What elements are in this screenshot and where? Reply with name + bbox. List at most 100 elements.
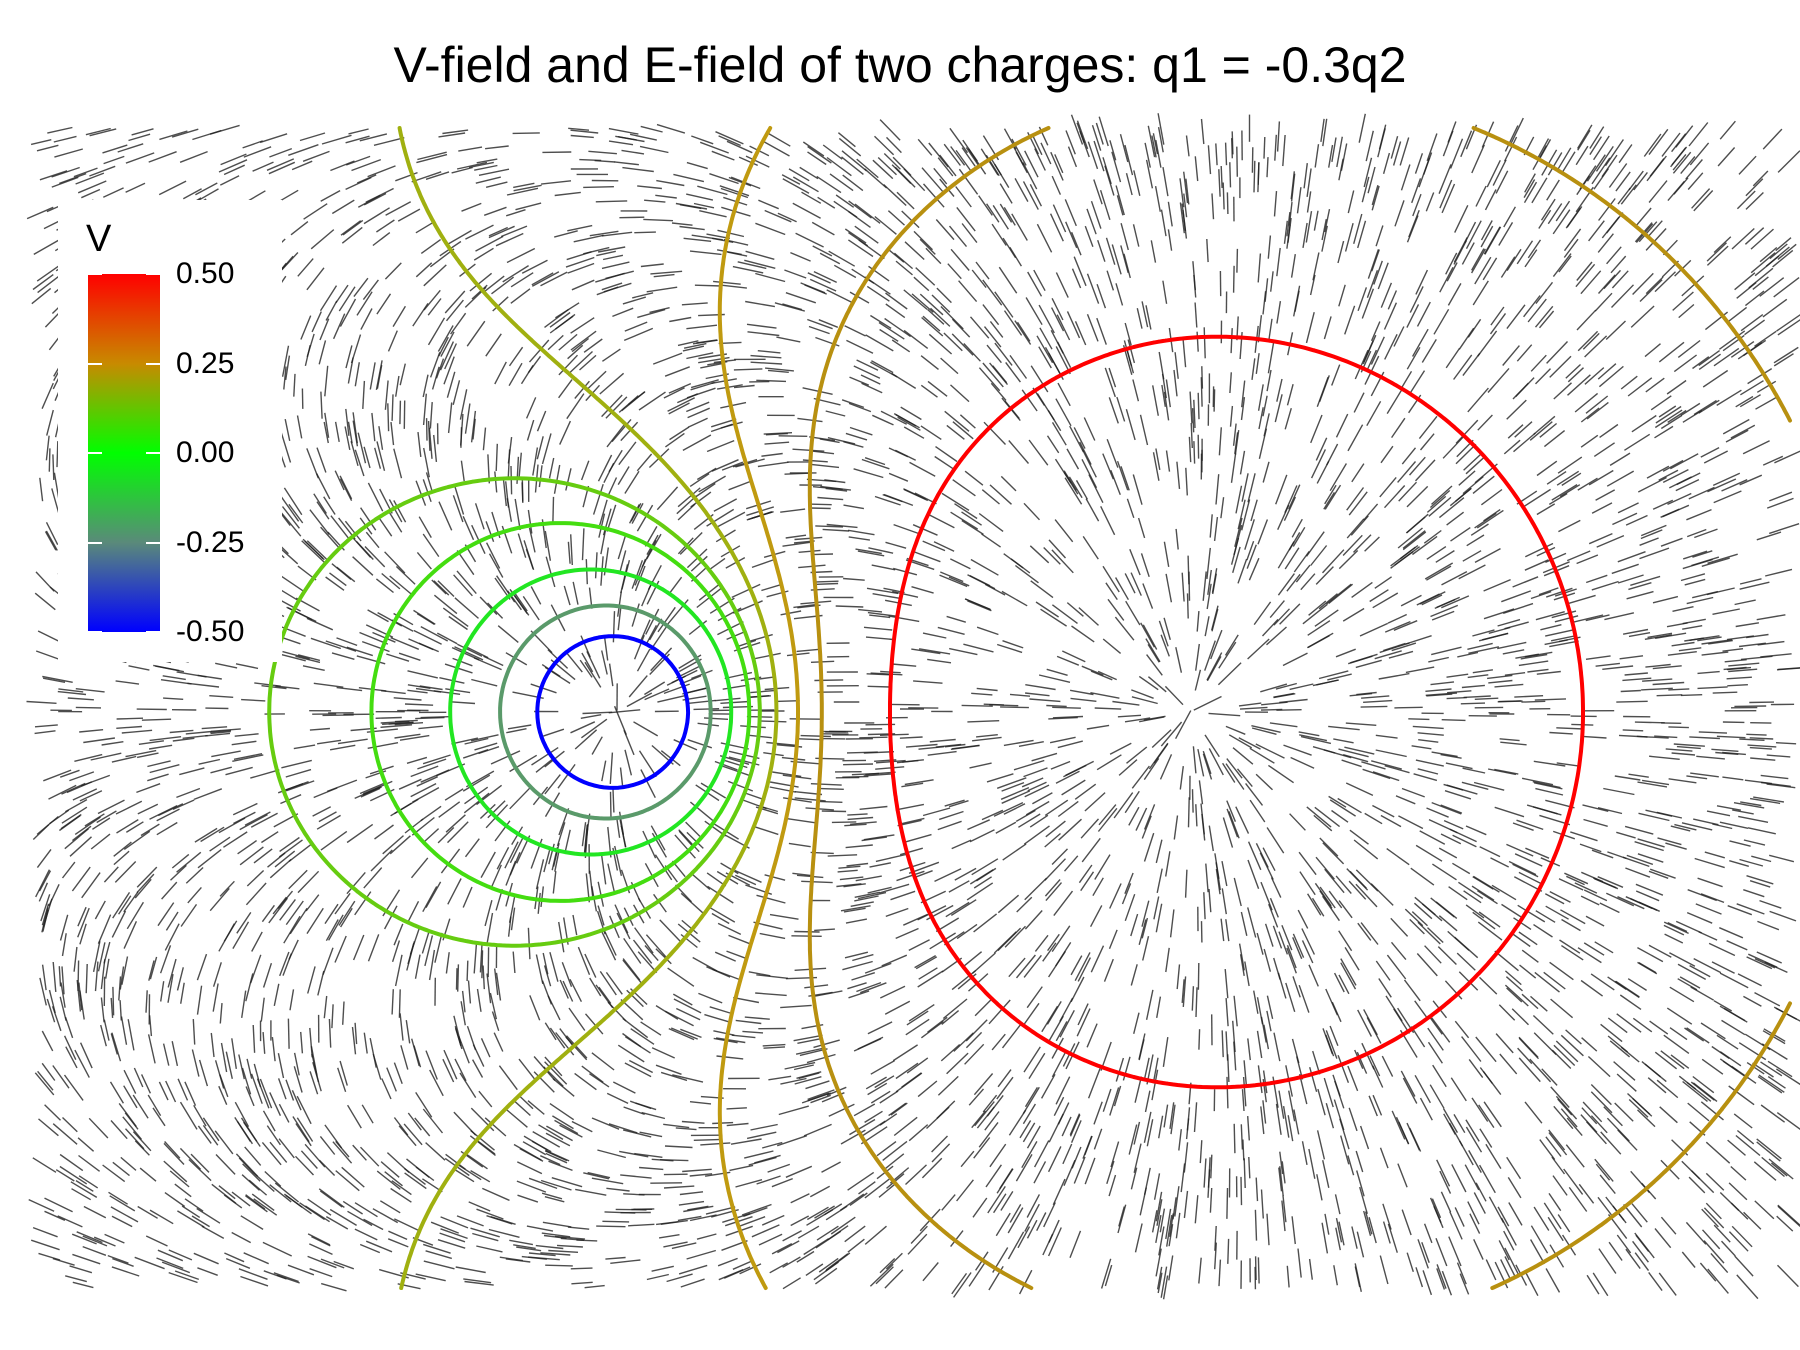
e-field-segment bbox=[1746, 1062, 1765, 1075]
e-field-segment bbox=[1667, 651, 1697, 656]
e-field-segment bbox=[1502, 345, 1520, 366]
e-field-segment bbox=[417, 151, 447, 161]
e-field-segment bbox=[650, 623, 669, 651]
e-field-segment bbox=[63, 1035, 77, 1060]
e-field-segment bbox=[682, 1168, 712, 1173]
e-field-segment bbox=[903, 168, 926, 192]
e-field-segment bbox=[1402, 530, 1426, 549]
e-field-segment bbox=[535, 954, 544, 985]
e-field-segment bbox=[1433, 1205, 1444, 1229]
e-field-segment bbox=[806, 1053, 836, 1064]
e-field-segment bbox=[1009, 693, 1031, 697]
e-field-segment bbox=[1557, 1098, 1573, 1116]
e-field-segment bbox=[240, 1215, 264, 1230]
e-field-segment bbox=[1364, 536, 1380, 552]
e-field-segment bbox=[278, 1138, 295, 1159]
e-field-segment bbox=[901, 210, 920, 229]
e-field-segment bbox=[1129, 548, 1141, 576]
e-field-segment bbox=[601, 394, 623, 418]
e-field-segment bbox=[506, 1109, 528, 1128]
e-field-segment bbox=[1697, 636, 1722, 642]
e-field-segment bbox=[1632, 272, 1654, 295]
e-field-segment bbox=[1206, 583, 1212, 610]
e-field-segment bbox=[891, 339, 911, 353]
e-field-segment bbox=[1182, 209, 1188, 239]
e-field-segment bbox=[300, 1150, 318, 1169]
e-field-segment bbox=[1545, 629, 1574, 637]
e-field-segment bbox=[331, 1004, 334, 1029]
e-field-segment bbox=[1236, 768, 1253, 788]
e-field-segment bbox=[849, 291, 870, 304]
e-field-segment bbox=[905, 743, 938, 748]
e-field-segment bbox=[1093, 179, 1103, 205]
e-field-segment bbox=[485, 521, 495, 543]
e-field-segment bbox=[1015, 1154, 1033, 1182]
e-field-segment bbox=[1232, 265, 1235, 293]
e-field-segment bbox=[1323, 492, 1335, 510]
e-field-segment bbox=[714, 697, 741, 702]
e-field-segment bbox=[1203, 327, 1206, 359]
e-field-segment bbox=[1048, 539, 1067, 559]
e-field-segment bbox=[1490, 857, 1510, 868]
e-field-segment bbox=[1193, 274, 1197, 298]
e-field-segment bbox=[1024, 1087, 1038, 1108]
e-field-segment bbox=[1063, 855, 1079, 872]
e-field-segment bbox=[59, 769, 80, 778]
e-field-segment bbox=[320, 830, 348, 851]
e-field-segment bbox=[818, 319, 839, 328]
e-field-segment bbox=[1730, 1202, 1749, 1220]
e-field-segment bbox=[879, 328, 899, 342]
e-field-segment bbox=[1044, 346, 1061, 374]
e-field-segment bbox=[1488, 1196, 1505, 1223]
e-field-segment bbox=[717, 1257, 738, 1267]
e-field-segment bbox=[103, 1019, 110, 1041]
e-field-segment bbox=[1008, 440, 1030, 464]
e-field-segment bbox=[1655, 405, 1682, 424]
e-field-segment bbox=[986, 344, 1002, 364]
e-field-segment bbox=[1375, 960, 1391, 981]
e-field-segment bbox=[81, 872, 101, 899]
e-field-segment bbox=[1713, 1224, 1731, 1243]
e-field-segment bbox=[313, 493, 327, 514]
e-field-segment bbox=[1183, 1142, 1189, 1173]
e-field-segment bbox=[595, 984, 614, 1009]
e-field-segment bbox=[1180, 1163, 1186, 1193]
e-field-segment bbox=[136, 873, 155, 894]
e-field-segment bbox=[632, 292, 654, 299]
e-field-segment bbox=[968, 1263, 985, 1287]
e-field-segment bbox=[591, 1052, 615, 1071]
e-field-segment bbox=[1427, 927, 1444, 944]
e-field-segment bbox=[388, 511, 403, 533]
e-field-segment bbox=[398, 1125, 417, 1147]
e-field-segment bbox=[1728, 1085, 1755, 1106]
e-field-segment bbox=[1667, 921, 1688, 933]
e-field-segment bbox=[1719, 120, 1736, 140]
e-field-segment bbox=[1083, 417, 1096, 441]
e-field-segment bbox=[479, 943, 483, 973]
e-field-segment bbox=[1581, 1107, 1598, 1125]
e-field-segment bbox=[1153, 896, 1160, 920]
e-field-segment bbox=[846, 339, 874, 354]
e-field-segment bbox=[1731, 227, 1755, 250]
e-field-segment bbox=[1225, 725, 1246, 735]
e-field-segment bbox=[668, 382, 692, 394]
e-field-segment bbox=[1594, 941, 1614, 954]
e-field-segment bbox=[415, 1092, 433, 1118]
e-field-segment bbox=[716, 384, 743, 390]
e-field-segment bbox=[404, 1172, 427, 1190]
e-field-segment bbox=[1499, 1053, 1518, 1075]
e-field-segment bbox=[1409, 286, 1424, 313]
e-field-segment bbox=[1232, 747, 1254, 765]
e-field-segment bbox=[904, 833, 932, 843]
e-field-segment bbox=[1183, 1190, 1189, 1219]
e-field-segment bbox=[307, 1233, 331, 1246]
e-field-segment bbox=[102, 1164, 126, 1183]
e-field-segment bbox=[756, 974, 789, 979]
e-field-segment bbox=[1324, 484, 1342, 510]
e-field-segment bbox=[1666, 379, 1687, 395]
e-field-segment bbox=[1758, 1074, 1785, 1093]
e-field-segment bbox=[384, 262, 402, 280]
e-field-segment bbox=[1333, 972, 1345, 993]
e-field-segment bbox=[1359, 1125, 1370, 1150]
e-field-segment bbox=[1577, 129, 1591, 151]
